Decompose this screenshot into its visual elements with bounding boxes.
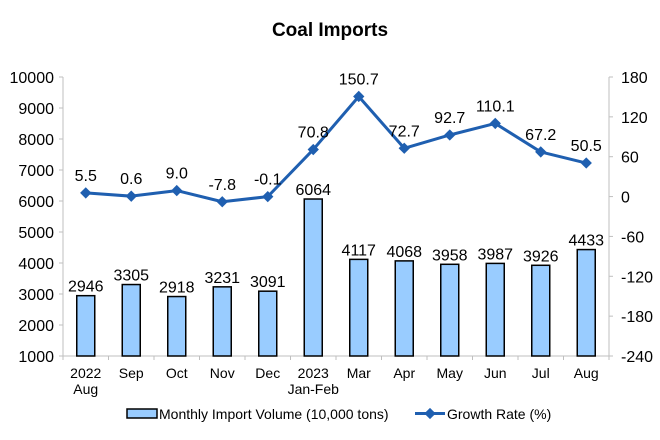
right-tick-label: 180 [621,70,648,87]
legend-swatch-volume [126,408,158,419]
bar-value-label: 2946 [68,279,104,296]
right-tick-label: -60 [621,229,644,246]
bar-value-label: 3926 [523,248,559,265]
growth-value-label: 0.6 [120,171,142,188]
bar-value-label: 4117 [342,242,377,259]
growth-point-marker [125,190,137,202]
growth-point-marker [535,146,547,158]
chart-title: Coal Imports [272,20,388,41]
right-tick-label: 60 [621,150,639,167]
category-label: Dec [255,365,280,381]
growth-value-label: 110.1 [476,98,515,115]
growth-value-label: 92.7 [434,110,465,127]
category-label: Nov [210,365,235,381]
bar [121,283,141,357]
category-label: 2023 [298,365,329,381]
category-label: Jul [532,365,550,381]
category-label: Aug [73,381,98,397]
bar-value-label: 3987 [477,246,513,263]
growth-value-label: 72.7 [389,123,420,140]
growth-value-label: -7.8 [208,177,236,194]
left-tick-label: 5000 [18,225,54,242]
growth-value-label: 5.5 [75,168,97,185]
growth-value-label: 9.0 [166,166,188,183]
growth-value-label: 50.5 [571,138,602,155]
legend-label-volume: Monthly Import Volume (10,000 tons) [159,406,389,422]
bar [258,290,278,357]
category-label: Aug [574,365,599,381]
category-label: May [437,365,463,381]
category-label: Apr [393,365,415,381]
growth-point-marker [171,184,183,197]
bar [394,260,414,357]
category-label: 2022 [70,365,101,381]
growth-point-marker [398,142,410,154]
legend-marker-growth [424,407,436,420]
legend-label-growth: Growth Rate (%) [447,406,551,422]
left-tick-label: 3000 [18,287,54,304]
bar [531,264,551,357]
growth-point-marker [262,190,274,203]
category-label: Jun [484,365,507,381]
growth-value-label: -0.1 [254,172,282,189]
category-label: Jan-Feb [288,381,340,397]
bar-value-label: 4433 [568,233,604,250]
axes: 1000 2000 3000 4000 5000 6000 7000 8000 9000 1000… [10,70,654,366]
bar [349,258,369,357]
bar [303,198,323,357]
left-tick-label: 2000 [18,318,54,335]
right-tick-label: -240 [621,349,653,366]
growth-value-label: 70.8 [298,125,329,142]
right-tick-label: 0 [621,190,630,207]
category-label: Mar [347,365,371,381]
bars [76,198,596,357]
data-labels: 2946 3305 2918 3231 3091 6064 4117 4068 3958 3987… [68,71,604,296]
right-tick-label: -120 [621,269,653,286]
legend-item-growth: Growth Rate (%) [415,406,551,422]
left-tick-label: 10000 [10,70,55,87]
right-tick-label: 120 [621,110,648,127]
bar [485,262,505,357]
growth-line [80,90,592,208]
left-tick-label: 1000 [18,349,54,366]
bar-value-label: 3231 [204,270,240,287]
left-tick-label: 4000 [18,256,54,273]
growth-point-marker [580,157,592,169]
bar-value-label: 4068 [386,244,422,261]
growth-point-marker [80,187,92,199]
left-tick-label: 7000 [18,163,54,180]
bar [212,286,232,357]
left-tick-label: 6000 [18,194,54,211]
growth-point-marker [307,143,319,156]
legend: Monthly Import Volume (10,000 tons) Grow… [126,406,551,422]
bar [76,294,96,357]
growth-point-marker [444,129,456,141]
growth-point-marker [216,196,228,208]
growth-line-path [85,94,587,204]
legend-item-volume: Monthly Import Volume (10,000 tons) [126,406,389,422]
bar [576,248,596,357]
category-label: Sep [119,365,144,381]
left-tick-label: 9000 [18,101,54,118]
bar-value-label: 3958 [432,247,468,264]
growth-value-label: 67.2 [525,127,556,144]
bar-value-label: 3305 [113,268,149,285]
bar [167,295,187,357]
right-tick-label: -180 [621,309,653,326]
category-label: Oct [166,365,188,381]
bar-value-label: 2918 [159,280,195,297]
growth-value-label: 150.7 [339,71,379,88]
bar [440,263,460,357]
bar-value-label: 6064 [295,182,331,199]
left-tick-label: 8000 [18,132,54,149]
bar-value-label: 3091 [250,274,286,291]
